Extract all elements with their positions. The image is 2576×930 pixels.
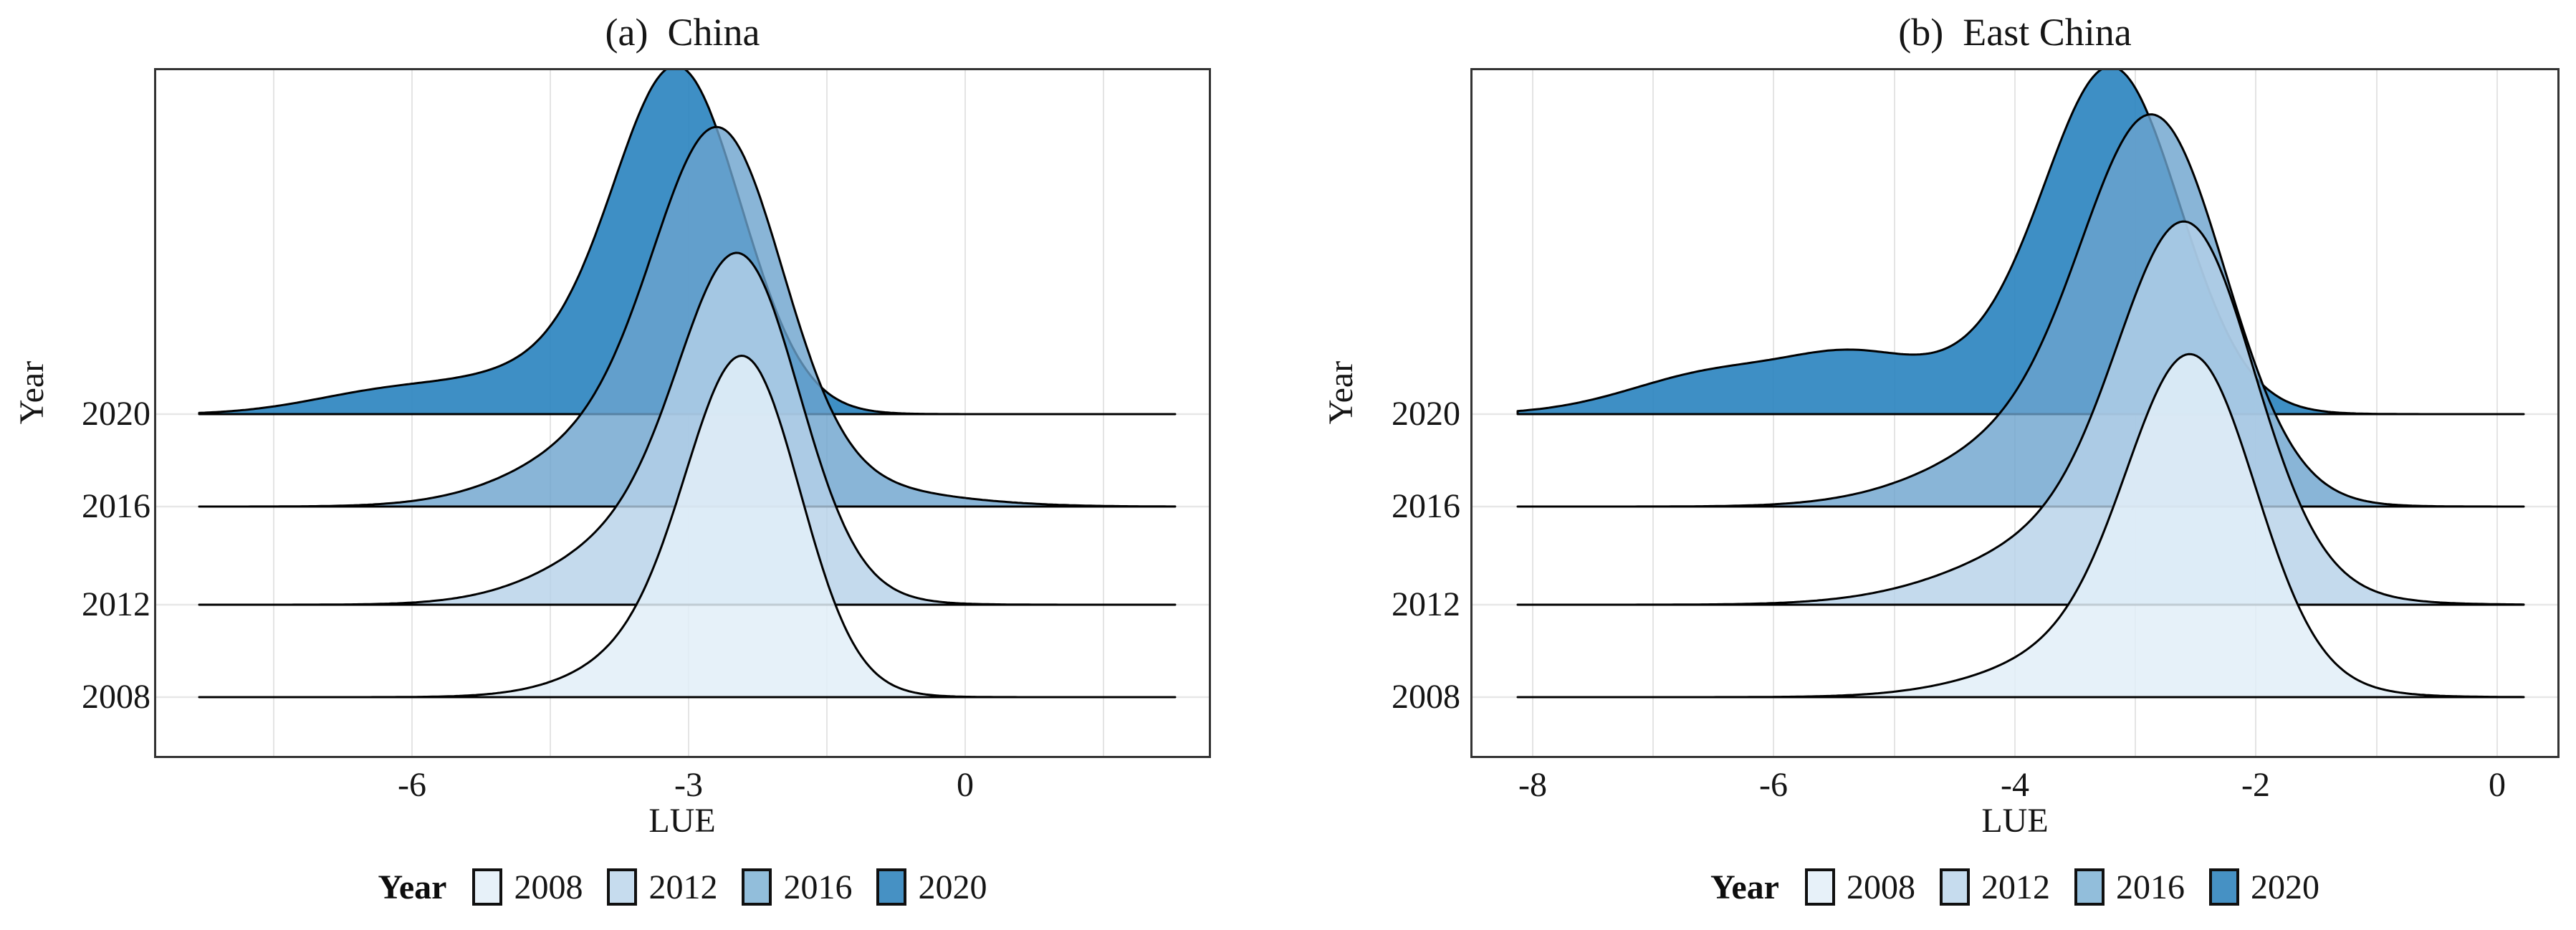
legend-label-2020: 2020 — [918, 868, 987, 906]
legend-item-2016: 2016 — [2074, 868, 2185, 907]
ridge-2012 — [198, 251, 1177, 606]
x-axis-label-b: LUE — [1981, 802, 2049, 840]
x-tick-label: -4 — [2001, 766, 2029, 804]
y-tick-label-2012: 2012 — [1392, 585, 1460, 623]
y-axis-label-b: Year — [1322, 360, 1360, 425]
legend-item-2008: 2008 — [472, 868, 583, 907]
y-tick-label-2020: 2020 — [82, 395, 150, 433]
legend-label-2008: 2008 — [1846, 868, 1915, 906]
legend-title-b: Year — [1710, 868, 1779, 906]
legend-swatch-2016 — [742, 868, 772, 906]
panel-border — [1470, 68, 2560, 758]
legend-title-a: Year — [378, 868, 447, 906]
legend-item-2016: 2016 — [742, 868, 852, 907]
legend-swatch-2020 — [876, 868, 907, 906]
x-tick-label: 0 — [957, 766, 974, 804]
legend-swatch-2008 — [472, 868, 503, 906]
x-tick-label: -2 — [2241, 766, 2270, 804]
panel-a-title: (a) China — [605, 11, 760, 54]
ridgeline-plot-a — [154, 68, 1211, 758]
ridgeline-plot-b — [1470, 68, 2560, 758]
y-tick-label-2016: 2016 — [82, 487, 150, 525]
legend-label-2016: 2016 — [2115, 868, 2185, 906]
legend-a: Year 2008 2012 2016 2020 — [154, 857, 1211, 917]
legend-label-2020: 2020 — [2250, 868, 2319, 906]
ridge-2016 — [1516, 113, 2525, 508]
legend-item-2020: 2020 — [876, 868, 987, 907]
y-tick-label-2008: 2008 — [1392, 678, 1460, 716]
x-tick-label: 0 — [2489, 766, 2506, 804]
y-tick-label-2020: 2020 — [1392, 395, 1460, 433]
legend-label-2008: 2008 — [514, 868, 583, 906]
panel-border — [154, 68, 1211, 758]
legend-label-2012: 2012 — [648, 868, 718, 906]
legend-b: Year 2008 2012 2016 2020 — [1470, 857, 2560, 917]
x-tick-label: -6 — [398, 766, 426, 804]
legend-swatch-2008 — [1804, 868, 1835, 906]
legend-swatch-2012 — [607, 868, 638, 906]
panel-b-title: (b) East China — [1898, 11, 2132, 54]
x-tick-label: -8 — [1518, 766, 1547, 804]
y-tick-label-2008: 2008 — [82, 678, 150, 716]
legend-label-2016: 2016 — [783, 868, 853, 906]
ridge-2016 — [198, 125, 1177, 508]
x-axis-label-a: LUE — [648, 802, 716, 840]
legend-swatch-2012 — [1939, 868, 1970, 906]
legend-item-2012: 2012 — [607, 868, 717, 907]
y-tick-label-2012: 2012 — [82, 585, 150, 623]
legend-item-2012: 2012 — [1939, 868, 2050, 907]
ridge-2020 — [1516, 68, 2525, 416]
ridge-2008 — [198, 355, 1177, 699]
legend-item-2008: 2008 — [1804, 868, 1915, 907]
legend-swatch-2016 — [2074, 868, 2105, 906]
ridge-2008 — [1516, 353, 2525, 699]
ridge-2012 — [1516, 220, 2525, 606]
legend-label-2012: 2012 — [1981, 868, 2050, 906]
legend-item-2020: 2020 — [2208, 868, 2319, 907]
y-axis-label-a: Year — [13, 360, 51, 425]
x-tick-label: -3 — [674, 766, 703, 804]
y-tick-label-2016: 2016 — [1392, 487, 1460, 525]
legend-swatch-2020 — [2208, 868, 2239, 906]
x-tick-label: -6 — [1759, 766, 1788, 804]
